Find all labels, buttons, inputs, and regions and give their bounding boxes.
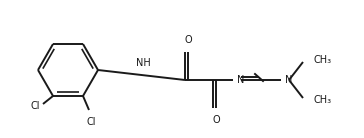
Text: O: O	[184, 35, 192, 45]
Text: O: O	[212, 115, 220, 125]
Text: Cl: Cl	[30, 101, 40, 111]
Text: N: N	[285, 75, 292, 85]
Text: NH: NH	[136, 58, 151, 68]
Text: CH₃: CH₃	[313, 55, 331, 65]
Text: N: N	[237, 75, 244, 85]
Text: CH₃: CH₃	[313, 95, 331, 105]
Text: Cl: Cl	[86, 117, 96, 127]
